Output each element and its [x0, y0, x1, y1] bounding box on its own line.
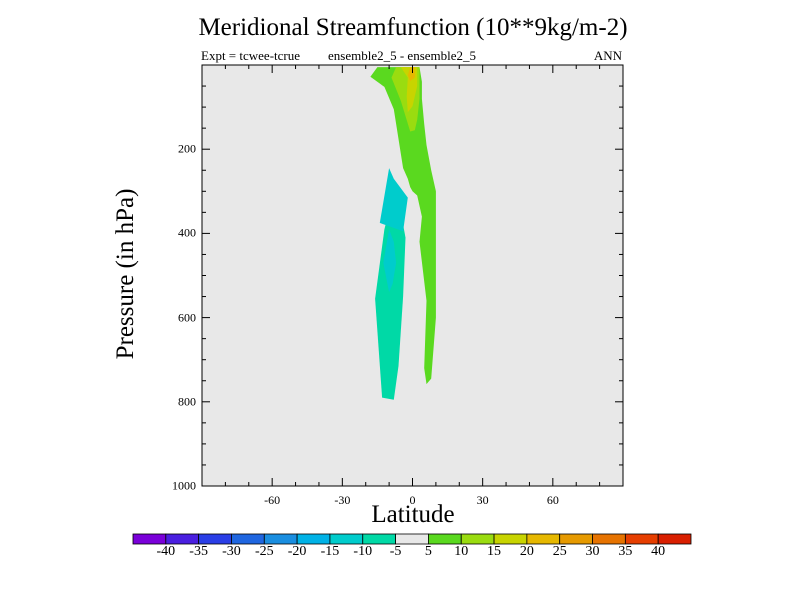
- colorbar-box: [329, 533, 364, 545]
- colorbar-label: 10: [454, 544, 469, 559]
- colorbar-box: [296, 533, 331, 545]
- subtitle-season: ANN: [593, 48, 622, 63]
- colorbar-box: [428, 533, 462, 545]
- colorbar-box: [165, 533, 200, 545]
- colorbar-label: 5: [424, 544, 432, 559]
- x-tick-label: 0: [409, 493, 416, 507]
- colorbar-box: [395, 533, 429, 545]
- colorbar-label: 25: [552, 544, 567, 559]
- colorbar-label: 20: [519, 544, 534, 559]
- contour-region-1: [383, 229, 397, 293]
- contour-region-0: [375, 187, 406, 400]
- contour-region-6: [407, 67, 415, 81]
- colorbar-box: [526, 533, 561, 545]
- y-tick-label: 1000: [172, 478, 196, 493]
- contour-region-2: [379, 168, 408, 232]
- colorbar-box: [231, 533, 265, 545]
- colorbar-box: [559, 533, 593, 545]
- colorbar-box: [657, 533, 692, 545]
- colorbar-box: [263, 533, 298, 545]
- colorbar-label: -10: [353, 544, 373, 559]
- y-axis-label: Pressure (in hPa): [112, 188, 139, 360]
- colorbar-label: -15: [320, 544, 340, 559]
- colorbar-label: -35: [189, 544, 208, 559]
- y-tick-label: 400: [178, 225, 196, 240]
- colorbar-label: -40: [156, 544, 176, 559]
- colorbar-label: -30: [222, 544, 241, 559]
- colorbar-label: -5: [389, 544, 402, 559]
- colorbar-label: -25: [254, 544, 274, 559]
- colorbar-label: 30: [585, 544, 600, 559]
- contour-region-3: [370, 67, 436, 385]
- colorbar-box: [592, 533, 626, 545]
- chart-title: Meridional Streamfunction (10**9kg/m-2): [198, 14, 628, 41]
- colorbar-label: 35: [618, 544, 633, 559]
- y-tick-label: 200: [178, 141, 196, 156]
- colorbar-box: [460, 533, 495, 545]
- subtitle-experiment: Expt = tcwee-tcrue: [201, 48, 301, 63]
- colorbar-box: [624, 533, 659, 545]
- x-tick-label: -60: [264, 493, 281, 507]
- colorbar-box: [493, 533, 528, 545]
- colorbar-box: [132, 533, 167, 545]
- colorbar-box: [198, 533, 232, 545]
- x-tick-label: 60: [546, 493, 559, 507]
- x-tick-label: 30: [476, 493, 489, 507]
- colorbar-label: 15: [487, 544, 502, 559]
- x-tick-label: -30: [334, 493, 351, 507]
- subtitle-ensemble: ensemble2_5 - ensemble2_5: [328, 48, 477, 63]
- colorbar-label: 40: [651, 544, 666, 559]
- y-tick-label: 600: [178, 310, 196, 325]
- y-tick-label: 800: [178, 394, 196, 409]
- colorbar-label: -20: [287, 544, 307, 559]
- x-axis-label: Latitude: [371, 501, 455, 528]
- colorbar-box: [362, 533, 396, 545]
